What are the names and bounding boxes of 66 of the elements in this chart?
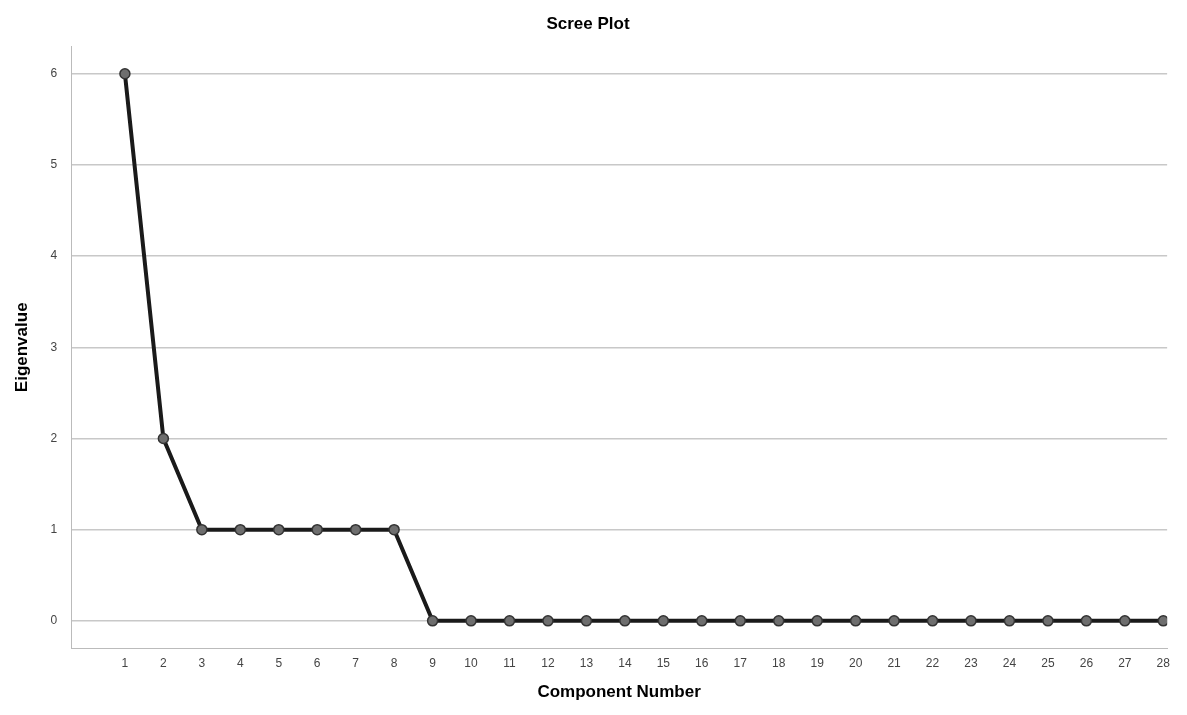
x-tick-label: 11 [503,655,517,670]
point [157,432,170,445]
point [234,523,247,536]
y-tick-label: 3 [50,339,58,354]
point [811,615,823,627]
x-tick-label: 4 [236,655,244,670]
point [696,615,708,627]
point [465,615,477,627]
y-tick-label: 6 [50,66,58,81]
point [734,615,746,627]
y-tick-label: 0 [50,613,58,628]
x-tick-label: 3 [198,655,206,670]
point [119,68,131,80]
x-tick-label: 27 [1118,655,1132,670]
y-tick-label: 1 [50,521,58,536]
point [619,615,631,627]
point [273,523,285,536]
x-tick-label: 8 [390,655,398,670]
point [1003,615,1016,627]
x-tick-label: 24 [1002,655,1017,670]
y-tick-label: 2 [50,430,58,445]
point [388,523,400,536]
point [849,615,862,627]
point [542,615,554,627]
x-tick-label: 21 [887,655,902,670]
x-tick-label: 23 [964,655,978,670]
x-axis-title: Component Number [537,682,702,702]
x-tick-label: 25 [1041,655,1055,670]
point [965,615,977,627]
x-tick-label: 19 [810,655,825,670]
point [657,615,670,627]
x-tick-label: 16 [695,655,709,670]
x-tick-label: 9 [429,655,437,670]
x-tick-label: 18 [772,655,786,670]
x-tick-label: 5 [275,655,283,670]
point [1119,615,1131,627]
point [311,523,323,536]
x-tick-label: 26 [1079,655,1094,670]
x-tick-label: 14 [618,655,632,670]
x-tick-label: 6 [313,655,321,670]
point [772,615,785,627]
x-tick-label: 13 [579,655,594,670]
x-tick-label: 7 [352,655,360,670]
x-tick-label: 15 [656,655,671,670]
y-tick-label: 5 [50,157,58,172]
point [426,615,439,627]
x-tick-label: 28 [1156,655,1171,670]
point [503,615,516,627]
x-tick-label: 22 [925,655,940,670]
point [349,523,362,536]
y-tick-label: 4 [50,248,58,263]
x-tick-label: 17 [733,655,748,670]
point [1042,615,1054,627]
x-tick-label: 20 [848,655,863,670]
point [888,615,900,627]
x-tick-label: 2 [160,655,168,670]
chart-title: Scree Plot [546,13,630,33]
x-tick-label: 12 [541,655,555,670]
x-tick-label: 10 [464,655,479,670]
point [580,615,593,627]
point [926,615,939,627]
point [1080,615,1093,627]
point [1157,615,1168,627]
x-tick-label: 1 [121,655,129,670]
point [196,523,208,536]
y-axis-title: Eigenvalue [11,302,31,393]
